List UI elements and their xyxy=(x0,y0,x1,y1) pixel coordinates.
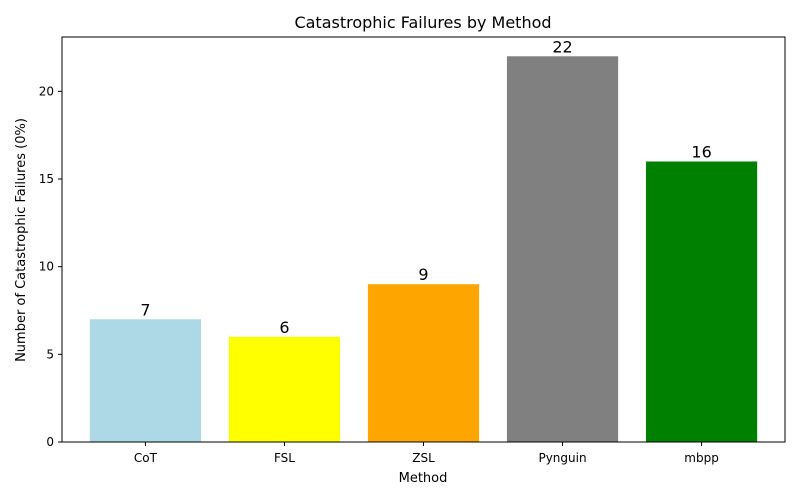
data-label-cot: 7 xyxy=(140,300,150,319)
x-tick-label: mbpp xyxy=(684,451,719,465)
data-label-zsl: 9 xyxy=(418,265,428,284)
y-tick-label: 5 xyxy=(46,347,54,361)
bar-cot xyxy=(89,319,202,442)
data-labels-layer: 7 6 9 22 16 xyxy=(140,37,711,337)
chart-title: Catastrophic Failures by Method xyxy=(294,13,551,32)
x-tick-label: FSL xyxy=(274,451,295,465)
bars-layer xyxy=(89,56,758,443)
data-label-fsl: 6 xyxy=(279,318,289,337)
y-tick-label: 10 xyxy=(39,260,54,274)
plot-frame xyxy=(61,36,786,443)
data-label-pynguin: 22 xyxy=(552,37,572,56)
y-axis-label: Number of Catastrophic Failures (0%) xyxy=(14,118,29,362)
data-label-mbpp: 16 xyxy=(691,142,711,161)
y-tick-label: 15 xyxy=(39,172,54,186)
y-tick-label: 20 xyxy=(39,84,54,98)
bar-zsl xyxy=(367,284,480,442)
x-tick-label: ZSL xyxy=(412,451,435,465)
bar-pynguin xyxy=(506,56,619,443)
x-axis-label: Method xyxy=(399,471,448,486)
y-tick-label: 0 xyxy=(46,435,54,449)
y-axis-ticks: 0 5 10 15 20 xyxy=(39,84,62,449)
bar-fsl xyxy=(228,336,341,442)
bar-mbpp xyxy=(645,161,758,442)
x-tick-label: CoT xyxy=(134,451,158,465)
x-tick-label: Pynguin xyxy=(538,451,586,465)
x-axis-ticks: CoT FSL ZSL Pynguin mbpp xyxy=(134,442,719,465)
